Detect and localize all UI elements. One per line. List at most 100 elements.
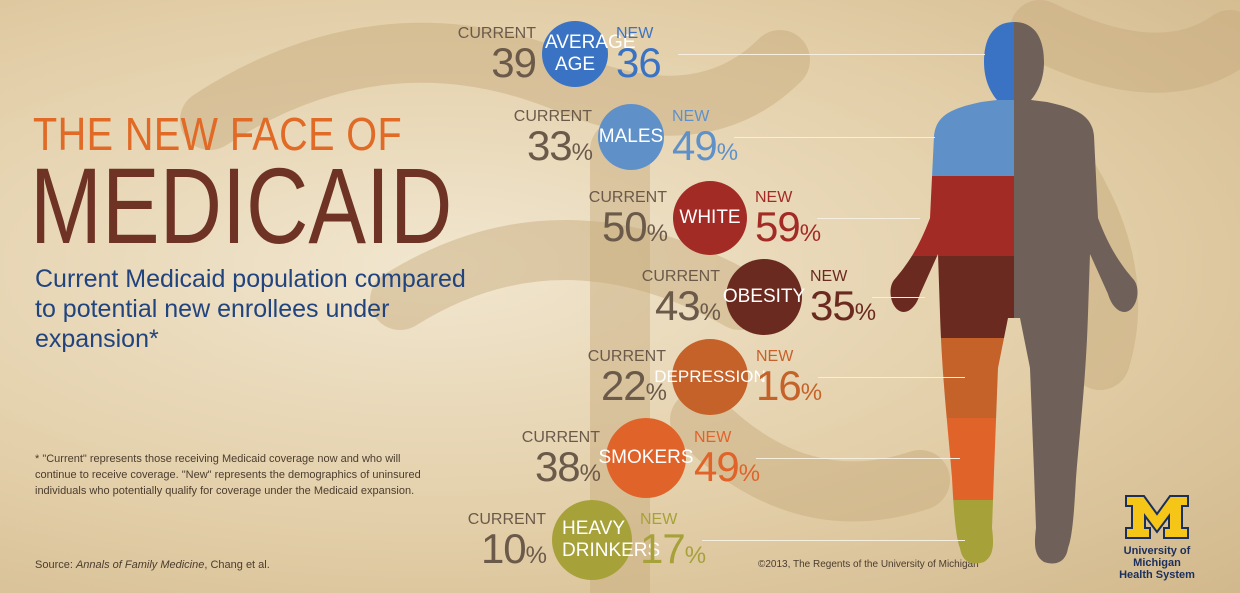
- current-value: 10%: [468, 525, 547, 577]
- current-value: 22%: [588, 362, 667, 414]
- current-label: CURRENT: [457, 25, 536, 42]
- new-label: NEW: [756, 348, 794, 365]
- new-value: 16%: [756, 365, 822, 414]
- leader-line-average-age: [678, 54, 985, 55]
- new-value-unit: %: [799, 220, 821, 247]
- current-label: CURRENT: [513, 108, 592, 125]
- category-circle-white: WHITE: [673, 181, 747, 255]
- current-value-number: 10: [480, 525, 527, 572]
- new-stat-white: NEW 59%: [755, 189, 821, 255]
- new-label: NEW: [810, 268, 848, 285]
- category-circle-obesity: OBESITY: [722, 259, 806, 335]
- current-value: 39: [458, 42, 537, 84]
- new-value-number: 36: [616, 39, 662, 86]
- category-circle-average-age: AVERAGE AGE: [542, 21, 636, 87]
- new-stat-average-age: NEW 36: [616, 25, 662, 86]
- new-value: 17%: [640, 525, 706, 577]
- category-label: OBESITY: [722, 286, 806, 307]
- current-value: 38%: [522, 443, 601, 495]
- leader-line-heavy-drinkers: [702, 540, 965, 541]
- leader-line-depression: [818, 377, 965, 378]
- body-band-age: [890, 22, 1014, 100]
- current-value: 50%: [589, 203, 668, 255]
- new-value-number: 17: [640, 525, 686, 572]
- new-value: 35%: [810, 282, 876, 334]
- current-value: 43%: [642, 282, 721, 334]
- new-label: NEW: [616, 25, 654, 42]
- new-value-number: 59: [755, 203, 801, 250]
- new-stat-smokers: NEW 49%: [694, 430, 760, 495]
- current-value-unit: %: [646, 220, 668, 247]
- current-stat-depression: CURRENT 22%: [587, 348, 667, 414]
- current-stat-obesity: CURRENT 43%: [641, 268, 721, 334]
- body-band-smokers: [890, 418, 1014, 500]
- logo-line-1: University of Michigan: [1123, 545, 1191, 569]
- source-citation: Source: Annals of Family Medicine, Chang…: [35, 559, 270, 571]
- leader-line-smokers: [756, 458, 960, 459]
- current-label: CURRENT: [521, 429, 600, 446]
- footnote: * "Current" represents those receiving M…: [35, 453, 421, 497]
- body-band-depression: [890, 338, 1014, 418]
- new-stat-obesity: NEW 35%: [810, 268, 876, 334]
- current-label: CURRENT: [641, 268, 720, 285]
- source-journal: Annals of Family Medicine: [75, 559, 205, 571]
- new-value: 49%: [694, 443, 760, 495]
- new-value-number: 49: [672, 122, 718, 169]
- category-label: AVERAGE AGE: [545, 32, 636, 75]
- category-circle-depression: DEPRESSION: [654, 339, 766, 415]
- new-value-unit: %: [854, 299, 876, 326]
- category-label: HEAVY DRINKERS: [562, 518, 661, 561]
- current-value-number: 38: [534, 443, 581, 490]
- current-label: CURRENT: [587, 348, 666, 365]
- category-circle-males: MALES: [598, 104, 664, 170]
- umich-logo: University of Michigan Health System: [1102, 494, 1212, 581]
- new-value-unit: %: [684, 542, 706, 569]
- leader-line-males: [734, 137, 935, 138]
- current-value-unit: %: [525, 542, 547, 569]
- new-value-unit: %: [716, 139, 738, 166]
- body-band-drinkers: [890, 500, 1014, 564]
- title-line-1: THE NEW FACE OF: [33, 108, 403, 160]
- new-value: 49%: [672, 122, 738, 174]
- new-value-number: 35: [810, 282, 856, 329]
- category-label: SMOKERS: [598, 447, 694, 468]
- source-suffix: , Chang et al.: [204, 559, 270, 571]
- current-value-number: 50: [601, 203, 648, 250]
- new-value: 36: [616, 39, 662, 86]
- subtitle: Current Medicaid population compared to …: [35, 265, 466, 353]
- current-stat-heavy-drinkers: CURRENT 10%: [467, 511, 547, 577]
- new-label: NEW: [640, 511, 678, 528]
- new-value-number: 49: [694, 443, 740, 490]
- current-stat-average-age: CURRENT 39: [457, 25, 537, 84]
- new-value-unit: %: [800, 379, 822, 406]
- body-right-half: [1014, 22, 1138, 564]
- current-value-unit: %: [571, 139, 593, 166]
- new-stat-depression: NEW 16%: [756, 348, 822, 414]
- current-value-number: 22: [600, 362, 647, 409]
- current-value-unit: %: [645, 379, 667, 406]
- title-line-2: MEDICAID: [30, 145, 453, 266]
- category-label: MALES: [598, 126, 664, 147]
- new-stat-males: NEW 49%: [672, 108, 738, 174]
- current-value-unit: %: [579, 460, 601, 487]
- new-label: NEW: [755, 189, 793, 206]
- current-stat-males: CURRENT 33%: [513, 108, 593, 174]
- new-stat-heavy-drinkers: NEW 17%: [640, 511, 706, 577]
- current-label: CURRENT: [588, 189, 667, 206]
- category-circle-smokers: SMOKERS: [598, 418, 694, 498]
- body-band-males: [890, 100, 1014, 176]
- human-body-figure: [890, 22, 1138, 564]
- current-value: 33%: [514, 125, 593, 174]
- leader-line-obesity: [872, 297, 925, 298]
- category-circle-heavy-drinkers: HEAVY DRINKERS: [552, 500, 661, 580]
- current-value-number: 43: [654, 282, 701, 329]
- category-label: DEPRESSION: [654, 367, 766, 386]
- new-value: 59%: [755, 203, 821, 255]
- copyright: ©2013, The Regents of the University of …: [758, 559, 979, 570]
- new-label: NEW: [672, 108, 710, 125]
- current-label: CURRENT: [467, 511, 546, 528]
- category-label: WHITE: [679, 207, 741, 228]
- current-stat-smokers: CURRENT 38%: [521, 429, 601, 495]
- new-value-unit: %: [738, 460, 760, 487]
